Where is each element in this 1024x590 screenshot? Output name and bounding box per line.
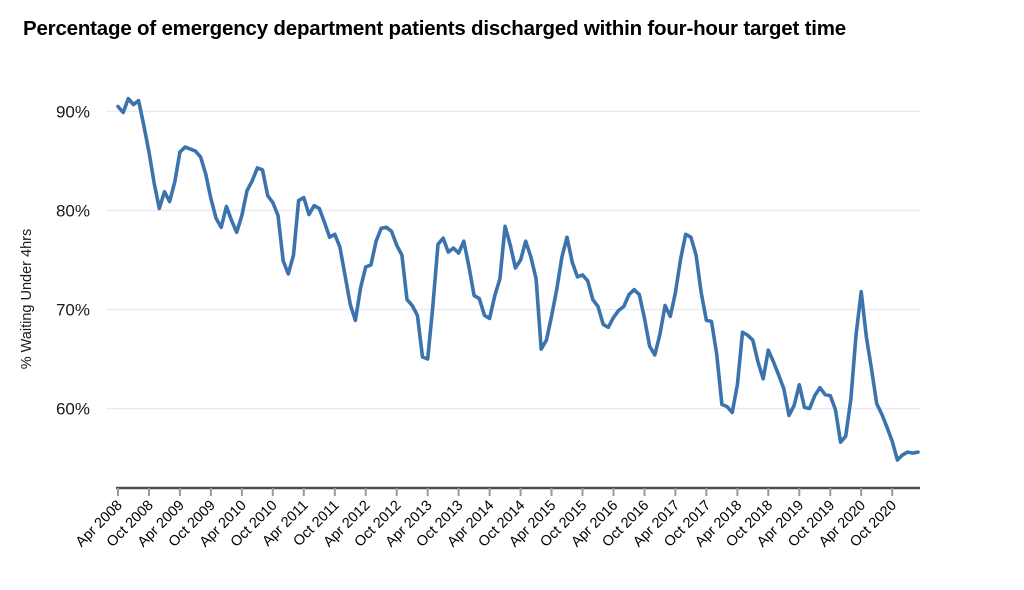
y-tick-label: 80%	[56, 202, 90, 221]
y-tick-labels: 90% 80% 70% 60%	[56, 103, 90, 419]
x-ticks	[117, 488, 894, 496]
chart-title: Percentage of emergency department patie…	[23, 17, 846, 40]
y-tick-label: 90%	[56, 103, 90, 122]
y-tick-label: 60%	[56, 400, 90, 419]
performance-line	[116, 96, 920, 462]
gridlines	[106, 110, 920, 410]
y-tick-label: 70%	[56, 301, 90, 320]
y-axis-label: % Waiting Under 4hrs	[19, 229, 35, 370]
